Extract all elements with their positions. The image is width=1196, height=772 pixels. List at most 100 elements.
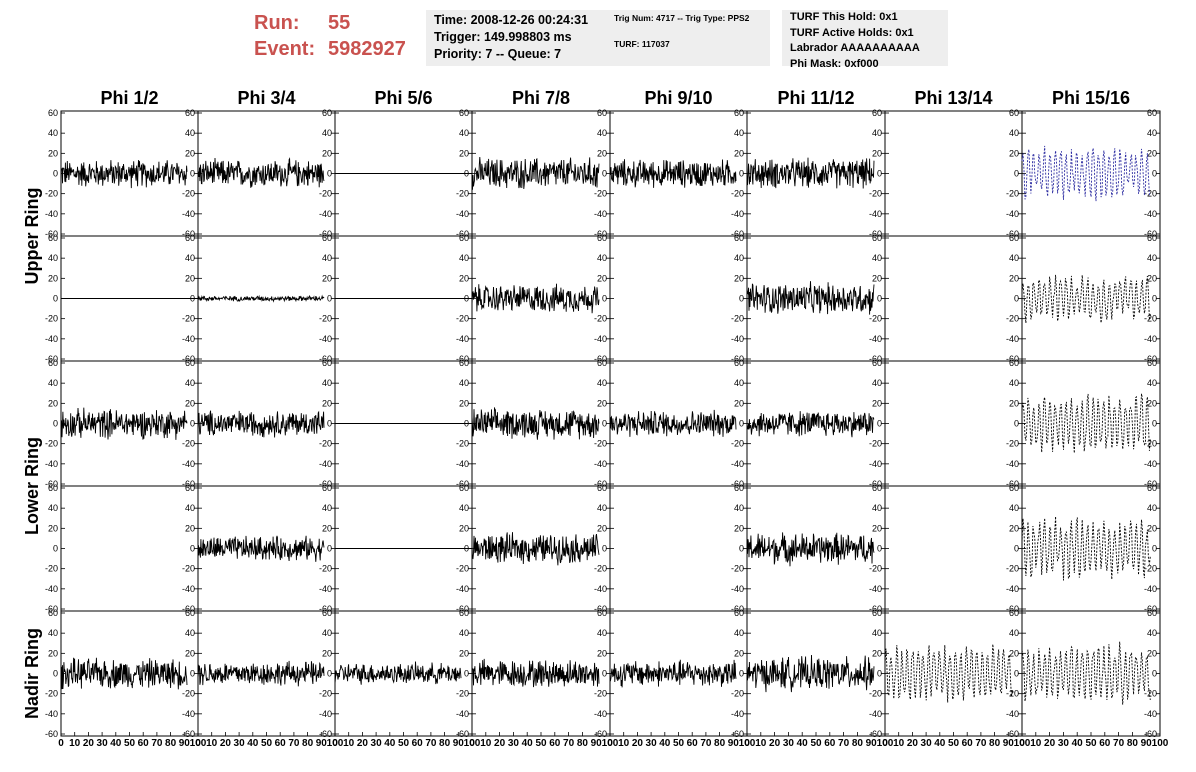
y-tick-label: 0 bbox=[1152, 294, 1157, 304]
y-tick-label: 0 bbox=[739, 544, 744, 554]
x-tick-label: 40 bbox=[110, 738, 122, 749]
y-tick-label: 20 bbox=[1009, 148, 1019, 158]
y-tick-label: 60 bbox=[322, 233, 332, 243]
y-tick-label: -60 bbox=[456, 229, 469, 239]
x-tick-label: 0 bbox=[882, 738, 888, 749]
y-tick-label: -20 bbox=[1144, 689, 1157, 699]
x-tick-label: 60 bbox=[687, 738, 699, 749]
x-tick-label: 80 bbox=[989, 738, 1001, 749]
y-tick-label: -60 bbox=[182, 479, 195, 489]
y-tick-label: -20 bbox=[594, 439, 607, 449]
y-tick-label: -20 bbox=[182, 189, 195, 199]
y-tick-label: 60 bbox=[185, 358, 195, 368]
y-tick-label: 0 bbox=[190, 544, 195, 554]
y-tick-label: -40 bbox=[1144, 459, 1157, 469]
y-tick-label: 0 bbox=[739, 669, 744, 679]
x-tick-label: 20 bbox=[1044, 738, 1056, 749]
y-tick-label: 60 bbox=[1147, 233, 1157, 243]
y-tick-label: -40 bbox=[319, 459, 332, 469]
panel-frame bbox=[884, 610, 1023, 737]
x-tick-label: 10 bbox=[69, 738, 81, 749]
y-tick-label: 40 bbox=[872, 253, 882, 263]
x-tick-label: 40 bbox=[384, 738, 396, 749]
waveform-trace bbox=[746, 654, 875, 693]
y-tick-label: 20 bbox=[459, 523, 469, 533]
y-tick-label: -60 bbox=[731, 604, 744, 614]
turf-info-box: TURF This Hold: 0x1 TURF Active Holds: 0… bbox=[782, 10, 948, 70]
panel-frame bbox=[884, 485, 1023, 612]
y-tick-label: 40 bbox=[48, 503, 58, 513]
y-tick-label: 0 bbox=[1152, 169, 1157, 179]
x-tick-label: 90 bbox=[453, 738, 465, 749]
y-tick-label: -40 bbox=[1006, 709, 1019, 719]
y-tick-label: 60 bbox=[1009, 108, 1019, 118]
y-tick-label: 60 bbox=[459, 108, 469, 118]
y-tick-label: -20 bbox=[731, 189, 744, 199]
y-tick-label: 20 bbox=[48, 648, 58, 658]
y-tick-label: 60 bbox=[459, 358, 469, 368]
x-tick-label: 80 bbox=[577, 738, 589, 749]
y-tick-label: 60 bbox=[185, 483, 195, 493]
y-tick-label: 20 bbox=[459, 148, 469, 158]
x-tick-label: 90 bbox=[728, 738, 740, 749]
y-tick-label: 40 bbox=[185, 378, 195, 388]
y-tick-label: 40 bbox=[597, 128, 607, 138]
x-tick-label: 10 bbox=[480, 738, 492, 749]
y-tick-label: -20 bbox=[456, 564, 469, 574]
y-tick-label: 40 bbox=[872, 503, 882, 513]
y-tick-label: 40 bbox=[1009, 128, 1019, 138]
y-tick-label: 40 bbox=[1009, 253, 1019, 263]
y-tick-label: -40 bbox=[869, 209, 882, 219]
y-tick-label: 0 bbox=[877, 294, 882, 304]
y-tick-label: -60 bbox=[1144, 604, 1157, 614]
waveform-trace bbox=[197, 157, 325, 188]
y-tick-label: 20 bbox=[1147, 648, 1157, 658]
y-tick-label: -20 bbox=[869, 314, 882, 324]
waveform-trace bbox=[197, 410, 325, 438]
y-tick-label: -60 bbox=[456, 354, 469, 364]
y-tick-label: -60 bbox=[1144, 229, 1157, 239]
x-tick-label: 0 bbox=[58, 738, 64, 749]
y-tick-label: 60 bbox=[48, 108, 58, 118]
y-tick-label: -20 bbox=[45, 689, 58, 699]
y-tick-label: 40 bbox=[597, 253, 607, 263]
y-tick-label: 40 bbox=[322, 503, 332, 513]
y-tick-label: -40 bbox=[594, 709, 607, 719]
ring-label: Nadir Ring bbox=[22, 628, 42, 719]
y-tick-label: -40 bbox=[731, 334, 744, 344]
column-header: Phi 1/2 bbox=[100, 88, 158, 108]
x-tick-label: 40 bbox=[797, 738, 809, 749]
time-info-box: Time: 2008-12-26 00:24:31 Trigger: 149.9… bbox=[426, 10, 606, 66]
x-tick-label: 60 bbox=[275, 738, 287, 749]
y-tick-label: 40 bbox=[322, 128, 332, 138]
y-tick-label: 40 bbox=[322, 628, 332, 638]
panel-frame bbox=[746, 235, 886, 362]
y-tick-label: -40 bbox=[1144, 209, 1157, 219]
x-tick-label: 20 bbox=[632, 738, 644, 749]
x-tick-label: 70 bbox=[563, 738, 575, 749]
x-tick-label: 0 bbox=[195, 738, 201, 749]
y-tick-label: -60 bbox=[1144, 354, 1157, 364]
y-tick-label: -20 bbox=[731, 564, 744, 574]
waveform-trace bbox=[60, 657, 188, 690]
waveform-trace bbox=[609, 659, 737, 688]
waveform-trace bbox=[60, 159, 188, 189]
y-tick-label: -60 bbox=[182, 729, 195, 739]
x-tick-label: 40 bbox=[934, 738, 946, 749]
x-tick-label: 90 bbox=[179, 738, 191, 749]
panel-frame bbox=[609, 235, 748, 362]
y-tick-label: 0 bbox=[877, 544, 882, 554]
y-tick-label: -40 bbox=[1144, 584, 1157, 594]
waveform-trace bbox=[471, 407, 600, 440]
y-tick-label: 0 bbox=[327, 544, 332, 554]
y-tick-label: -40 bbox=[731, 459, 744, 469]
y-tick-label: -20 bbox=[456, 439, 469, 449]
x-tick-label: 20 bbox=[220, 738, 232, 749]
y-tick-label: 40 bbox=[1147, 378, 1157, 388]
y-tick-label: 60 bbox=[734, 108, 744, 118]
y-tick-label: -60 bbox=[45, 729, 58, 739]
waveform-trace bbox=[609, 409, 737, 437]
y-tick-label: 60 bbox=[185, 233, 195, 243]
x-tick-label: 50 bbox=[535, 738, 547, 749]
panel-frame bbox=[884, 360, 1023, 487]
